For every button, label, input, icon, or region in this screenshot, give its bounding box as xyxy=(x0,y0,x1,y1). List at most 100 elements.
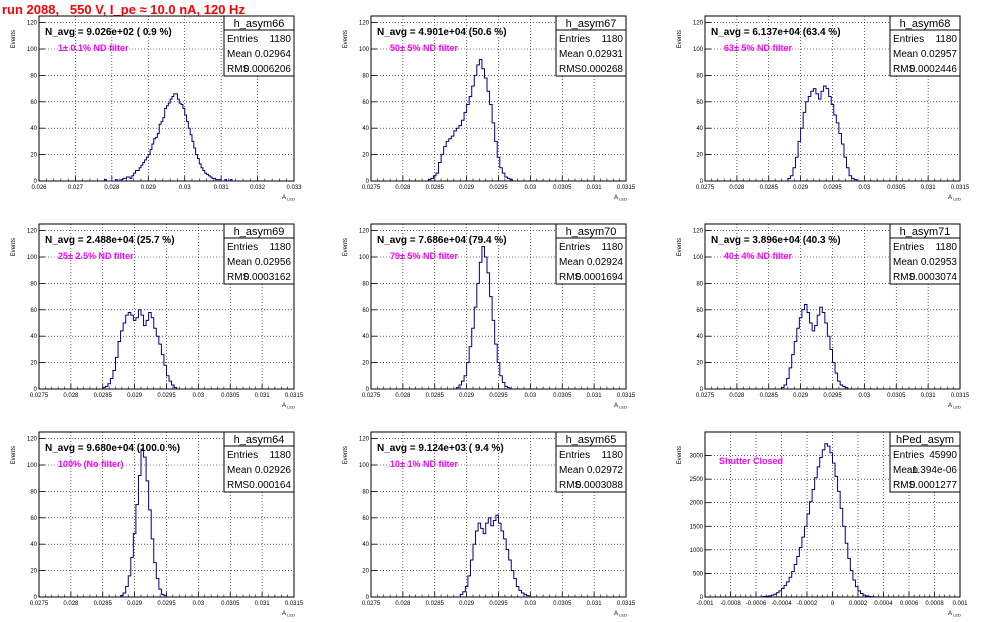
x-tick-label: 0.029 xyxy=(459,601,475,607)
x-tick-label: 0.0315 xyxy=(617,601,636,607)
y-tick-label: 1500 xyxy=(690,524,704,530)
x-tick-label: 0.028 xyxy=(729,185,745,191)
x-tick-label: 0.0275 xyxy=(362,601,381,607)
stats-title: h_asym65 xyxy=(566,434,617,446)
stats-key-rms: RMS xyxy=(893,64,916,75)
x-tick-label: 0.03 xyxy=(859,185,871,191)
y-tick-label: 120 xyxy=(693,21,704,27)
stats-value-rms: 0.0001277 xyxy=(910,480,958,491)
x-tick-label: 0.031 xyxy=(921,185,937,191)
y-tick-label: 20 xyxy=(696,361,703,367)
x-tick-label: 0 xyxy=(831,601,835,607)
stats-key-rms: RMS xyxy=(227,272,250,283)
page-title: run 2088, 550 V, I_pe ≈ 10.0 nA, 120 Hz xyxy=(2,2,245,17)
x-tick-label: 0.0315 xyxy=(617,393,636,399)
x-axis-label-subscript: LED xyxy=(618,405,627,410)
stats-value-mean: 0.02957 xyxy=(921,49,958,60)
x-tick-label: -0.0004 xyxy=(771,601,792,607)
x-tick-label: 0.0275 xyxy=(362,393,381,399)
y-tick-label: 20 xyxy=(30,153,37,159)
navg-label: N_avg = 9.124e+03 ( 9.4 %) xyxy=(377,443,504,454)
y-tick-label: 40 xyxy=(30,542,37,548)
y-tick-label: 40 xyxy=(362,542,369,548)
stats-key-mean: Mean xyxy=(227,465,252,476)
x-axis-label: A LED xyxy=(282,611,295,618)
y-tick-label: 60 xyxy=(362,308,369,314)
x-tick-label: 0.029 xyxy=(793,393,809,399)
stats-value-mean: 0.02956 xyxy=(255,257,292,268)
stats-key-entries: Entries xyxy=(227,242,258,253)
x-tick-label: 0.0285 xyxy=(426,185,445,191)
histogram-panel-h_asym67: 0.0275 0.028 0.0285 0.029 0.0295 0.03 0.0305 0.… xyxy=(343,15,636,202)
y-tick-label: 80 xyxy=(30,281,37,287)
x-tick-label: 0.028 xyxy=(729,393,745,399)
filter-note: 40± 4% ND filter xyxy=(724,251,792,261)
y-tick-label: 0 xyxy=(700,595,704,601)
y-tick-label: 20 xyxy=(696,153,703,159)
x-tick-label: 0.026 xyxy=(31,185,47,191)
plot-frame xyxy=(38,15,295,182)
x-tick-label: 0.028 xyxy=(395,393,411,399)
x-tick-label: 0.0295 xyxy=(823,185,842,191)
y-tick-label: 120 xyxy=(359,229,370,235)
x-tick-label: 0.03 xyxy=(193,393,205,399)
histogram-series xyxy=(102,309,178,389)
stats-title: h_asym66 xyxy=(234,18,285,30)
histogram-panel-h_asym70: 0.0275 0.028 0.0285 0.029 0.0295 0.03 0.0305 0.… xyxy=(343,223,636,410)
stats-box xyxy=(555,223,627,285)
x-tick-label: 0.0295 xyxy=(157,601,176,607)
y-tick-label: 60 xyxy=(362,100,369,106)
y-tick-label: 100 xyxy=(27,463,38,469)
y-tick-label: 100 xyxy=(359,255,370,261)
x-tick-label: 0.028 xyxy=(63,393,79,399)
stats-title: hPed_asym xyxy=(896,434,954,446)
x-tick-label: 0.0275 xyxy=(362,185,381,191)
y-tick-label: 40 xyxy=(362,334,369,340)
stats-value-entries: 1180 xyxy=(601,34,623,45)
stats-key-entries: Entries xyxy=(559,242,590,253)
x-tick-label: 0.029 xyxy=(459,393,475,399)
x-tick-label: 0.031 xyxy=(587,185,603,191)
stats-key-entries: Entries xyxy=(559,34,590,45)
x-tick-label: 0.0315 xyxy=(951,393,970,399)
x-axis-label-subscript: LED xyxy=(618,613,627,618)
y-axis-label: Events xyxy=(11,446,17,464)
filter-note: 1± 0.1% ND filter xyxy=(58,43,129,53)
x-tick-label: 0.0315 xyxy=(951,185,970,191)
y-axis-label: Events xyxy=(677,238,683,256)
stats-value-mean: 0.02931 xyxy=(587,49,624,60)
x-tick-label: 0.0285 xyxy=(94,393,113,399)
stats-value-rms: 0.000164 xyxy=(249,480,291,491)
x-axis-label-subscript: LED xyxy=(286,613,295,618)
filter-note: 50± 5% ND filter xyxy=(390,43,458,53)
y-tick-label: 60 xyxy=(696,308,703,314)
x-tick-label: 0.0295 xyxy=(157,393,176,399)
x-tick-label: -0.001 xyxy=(696,601,714,607)
x-tick-label: 0.0008 xyxy=(925,601,944,607)
x-tick-label: 0.0315 xyxy=(285,601,304,607)
filter-note: 10± 1% ND filter xyxy=(390,459,458,469)
y-tick-label: 0 xyxy=(700,387,704,393)
histogram-series xyxy=(781,304,849,389)
navg-label: N_avg = 9.680e+04 (100.0 %) xyxy=(45,443,180,454)
stats-value-entries: 1180 xyxy=(935,34,957,45)
navg-label: N_avg = 9.026e+02 ( 0.9 %) xyxy=(45,27,172,38)
navg-label: N_avg = 2.488e+04 (25.7 %) xyxy=(45,235,175,246)
navg-label: N_avg = 6.137e+04 (63.4 %) xyxy=(711,27,841,38)
x-tick-label: 0.029 xyxy=(141,185,157,191)
x-tick-label: 0.0295 xyxy=(489,393,508,399)
stats-value-rms: 0.0003088 xyxy=(576,480,624,491)
y-tick-label: 0 xyxy=(700,179,704,185)
y-tick-label: 0 xyxy=(34,179,38,185)
stats-box xyxy=(889,15,961,77)
y-tick-label: 100 xyxy=(693,255,704,261)
x-tick-label: 0.028 xyxy=(104,185,120,191)
stats-key-mean: Mean xyxy=(893,465,918,476)
x-tick-label: 0.031 xyxy=(255,601,271,607)
y-tick-label: 80 xyxy=(696,281,703,287)
stats-value-rms: 0.0006206 xyxy=(244,64,292,75)
y-tick-label: 2000 xyxy=(690,501,704,507)
y-tick-label: 40 xyxy=(696,334,703,340)
x-tick-label: 0.029 xyxy=(127,393,143,399)
y-tick-label: 120 xyxy=(27,21,38,27)
